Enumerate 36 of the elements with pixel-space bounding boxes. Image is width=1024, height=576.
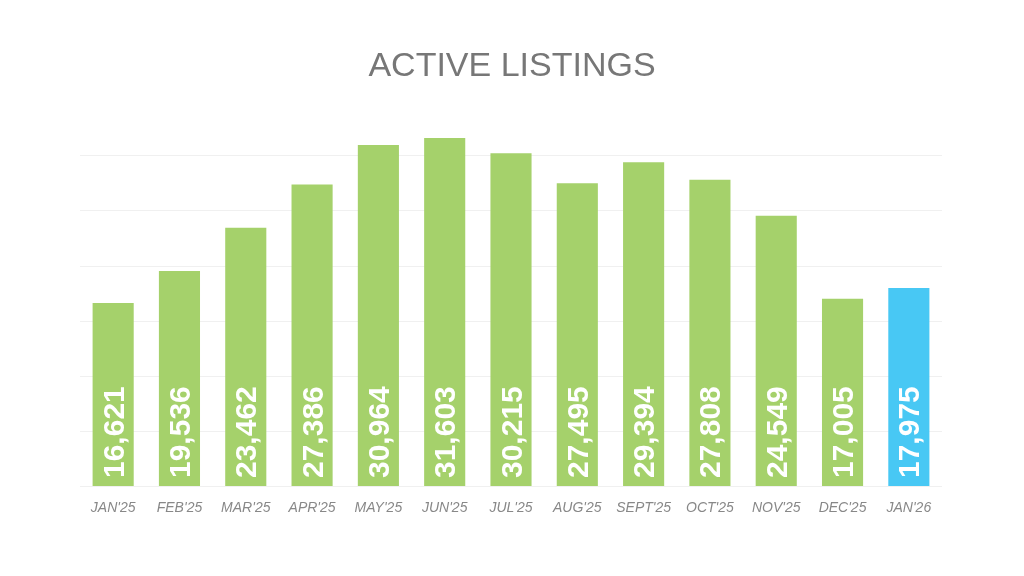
- x-tick-label: JUL'25: [488, 499, 533, 515]
- bar: [755, 215, 797, 486]
- data-label: 17,005: [826, 386, 860, 478]
- x-tick-label: MAR'25: [221, 499, 271, 515]
- data-label: 30,964: [361, 385, 395, 478]
- data-label: 16,621: [96, 386, 130, 478]
- data-label: 24,549: [759, 386, 793, 478]
- bar: [291, 184, 333, 486]
- bar: [689, 179, 731, 486]
- bar: [623, 162, 665, 486]
- x-tick-label: JUN'25: [420, 499, 468, 515]
- x-tick-label: JAN'25: [89, 499, 136, 515]
- data-label: 27,386: [295, 386, 329, 478]
- bar: [225, 227, 267, 486]
- data-label: 19,536: [162, 386, 196, 478]
- chart-title: ACTIVE LISTINGS: [368, 45, 656, 83]
- data-label: 17,975: [892, 386, 926, 478]
- data-label: 30,215: [494, 386, 528, 478]
- x-tick-label: MAY'25: [354, 499, 403, 515]
- data-label: 27,495: [560, 386, 594, 478]
- x-tick-label: NOV'25: [751, 499, 801, 515]
- x-tick-label: FEB'25: [156, 499, 203, 515]
- bar: [556, 183, 598, 486]
- bar: [357, 145, 399, 486]
- x-tick-label: SEPT'25: [616, 499, 672, 515]
- data-label: 27,808: [693, 386, 727, 478]
- data-label: 29,394: [627, 385, 661, 478]
- data-label: 23,462: [229, 386, 263, 478]
- x-tick-label: AUG'25: [552, 499, 602, 515]
- x-tick-label: APR'25: [287, 499, 336, 515]
- x-tick-label: JAN'26: [885, 499, 932, 515]
- x-tick-label: OCT'25: [686, 499, 735, 515]
- data-label: 31,603: [428, 386, 462, 478]
- bar: [424, 138, 466, 486]
- x-tick-label: DEC'25: [818, 499, 867, 515]
- bar: [490, 153, 532, 486]
